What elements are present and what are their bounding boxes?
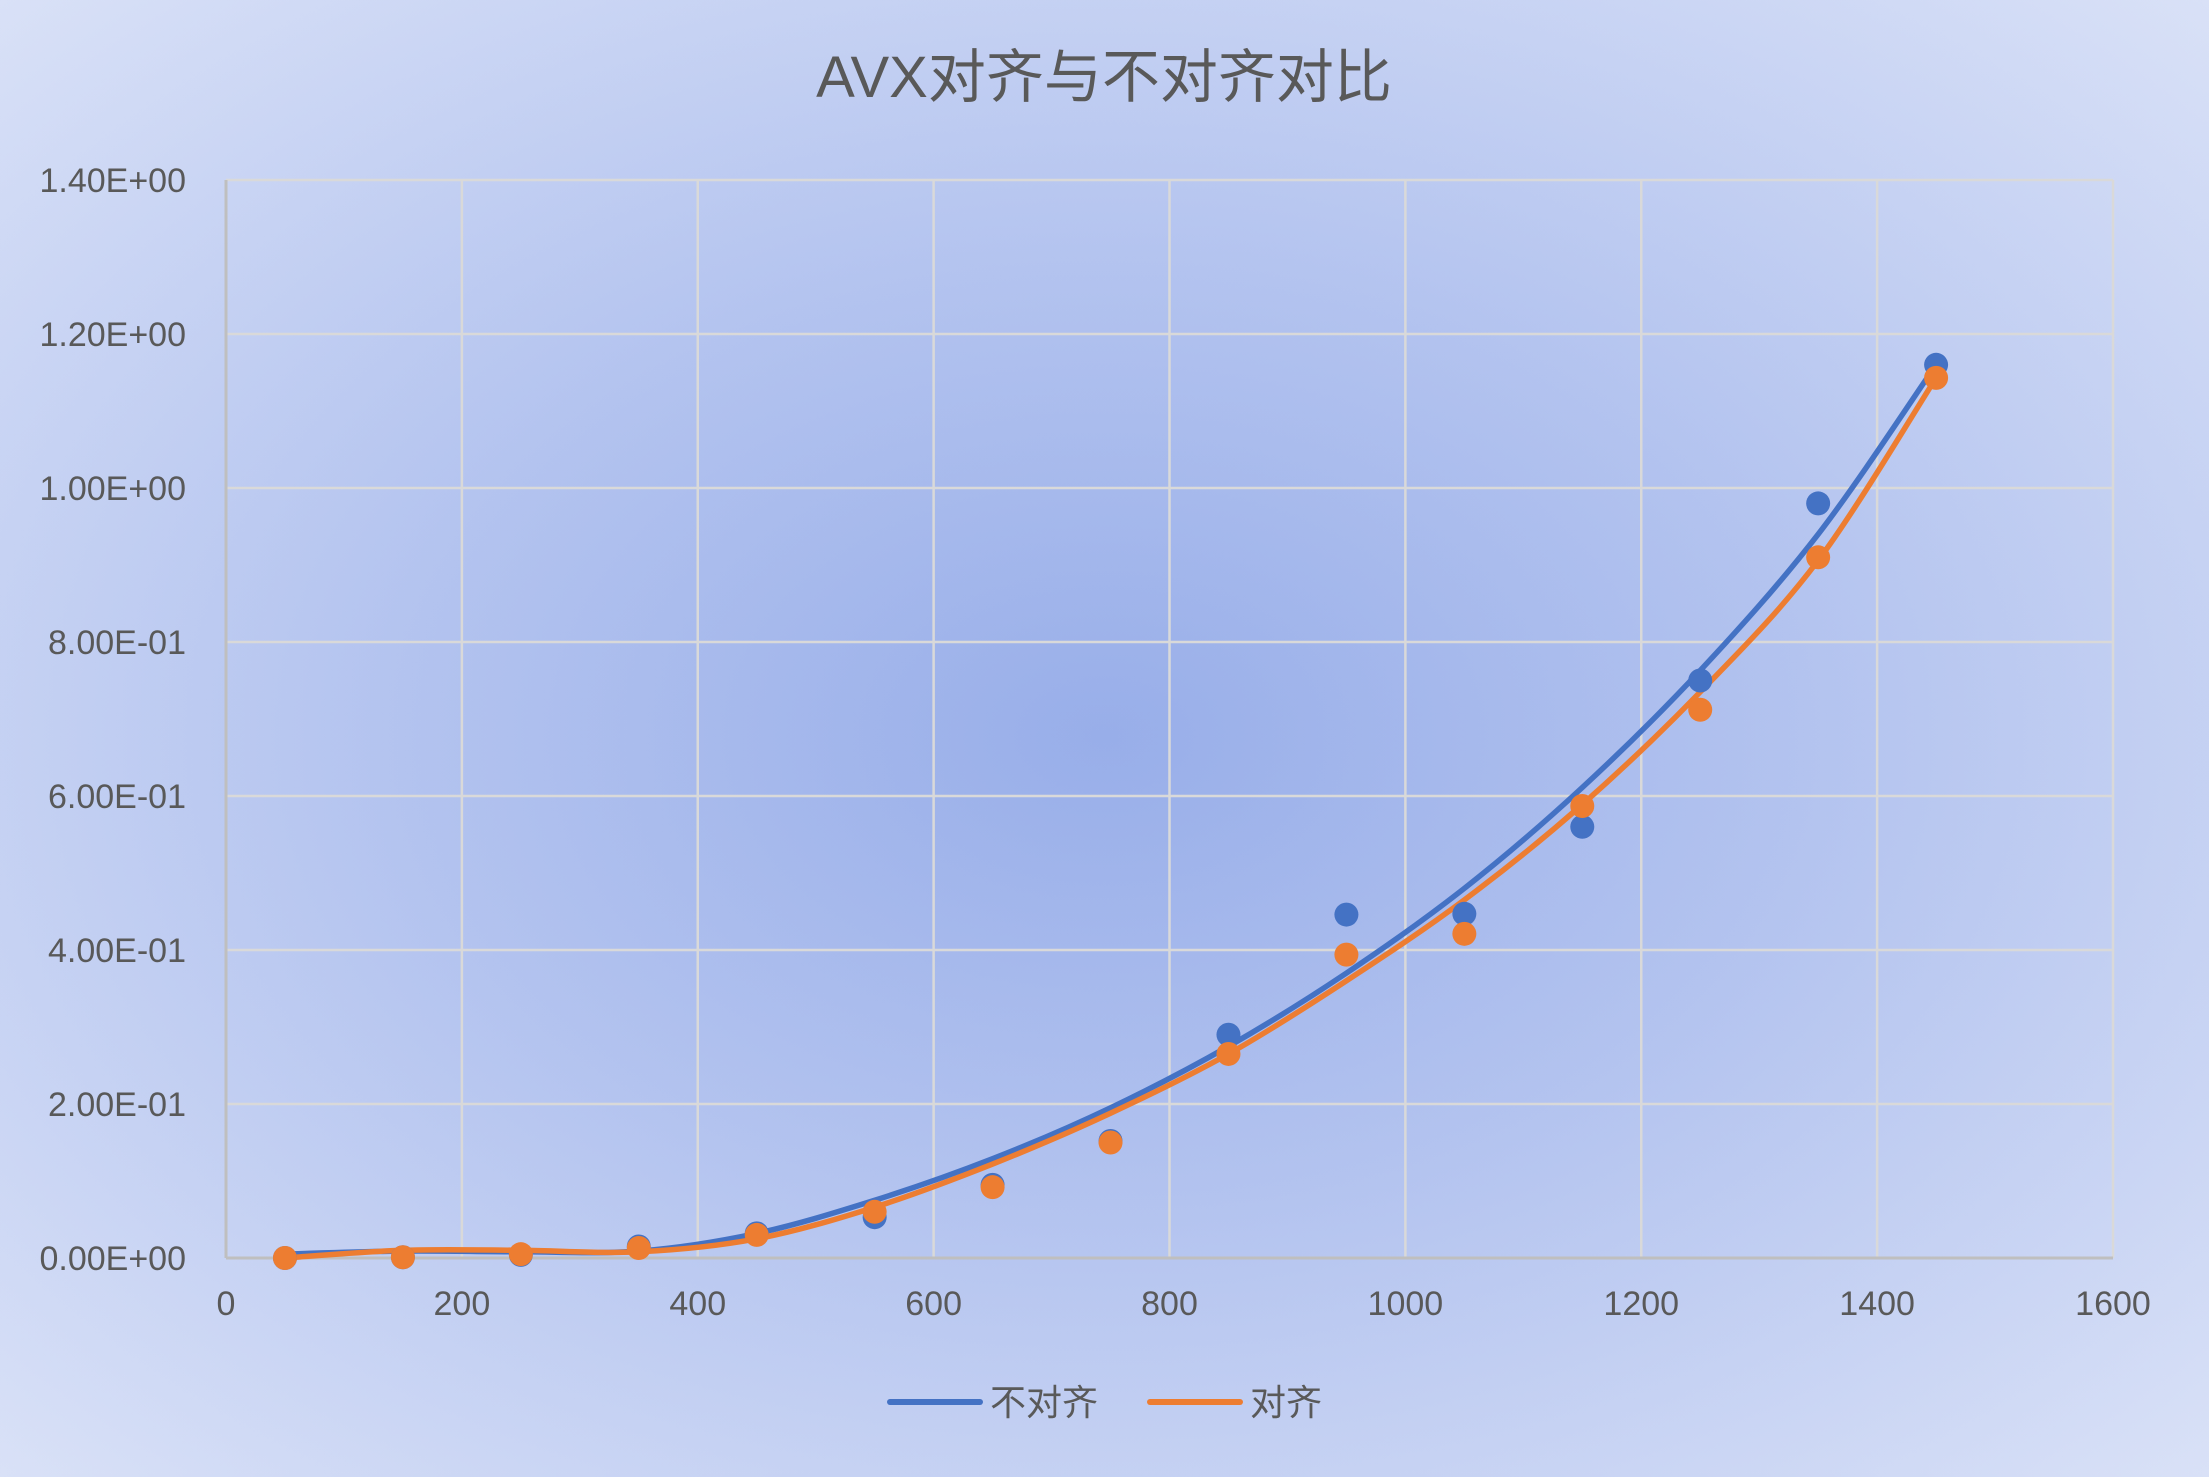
data-point-series-2 <box>1924 365 1949 390</box>
y-tick-label: 6.00E-01 <box>48 778 186 816</box>
legend: 不对齐 对齐 <box>887 1382 1322 1423</box>
data-point-series-2 <box>1452 921 1477 946</box>
y-tick-label: 4.00E-01 <box>48 932 186 970</box>
data-point-series-2 <box>862 1199 887 1224</box>
legend-label-series-2: 对齐 <box>1250 1382 1322 1423</box>
trend-line-series-1 <box>282 362 1939 1257</box>
y-tick-label: 0.00E+00 <box>39 1240 186 1278</box>
data-point-series-2 <box>1334 942 1359 967</box>
y-tick-label: 8.00E-01 <box>48 624 186 662</box>
x-tick-label: 0 <box>217 1285 236 1323</box>
data-point-series-2 <box>744 1222 769 1247</box>
y-tick-label: 2.00E-01 <box>48 1086 186 1124</box>
data-point-series-2 <box>1688 697 1713 722</box>
data-point-series-2 <box>1570 794 1595 819</box>
legend-label-series-1: 不对齐 <box>990 1382 1098 1423</box>
data-point-series-2 <box>1216 1041 1241 1066</box>
trend-line-series-2 <box>282 375 1939 1261</box>
data-point-series-2 <box>1806 545 1831 570</box>
x-tick-label: 1400 <box>1839 1285 1915 1323</box>
x-tick-label: 400 <box>669 1285 726 1323</box>
grid-lines <box>224 178 2115 1260</box>
data-point-series-1 <box>1216 1022 1241 1047</box>
data-point-series-1 <box>1452 901 1477 926</box>
data-point-series-1 <box>1806 491 1831 516</box>
data-point-series-2 <box>980 1175 1005 1200</box>
y-tick-label: 1.20E+00 <box>39 316 186 354</box>
data-point-series-2 <box>1098 1130 1123 1155</box>
data-point-series-2 <box>390 1245 415 1270</box>
data-point-series-1 <box>1570 814 1595 839</box>
x-tick-labels: 0 200 400 600 800 1000 1200 1400 1600 <box>217 1285 2151 1323</box>
axes <box>224 180 2113 1260</box>
data-point-series-2 <box>272 1246 297 1270</box>
x-tick-label: 1000 <box>1368 1285 1444 1323</box>
x-tick-label: 200 <box>434 1285 491 1323</box>
x-tick-label: 800 <box>1141 1285 1198 1323</box>
data-point-series-1 <box>1688 668 1713 693</box>
data-points <box>272 352 1949 1270</box>
data-point-series-2 <box>626 1235 651 1260</box>
x-tick-label: 1600 <box>2075 1285 2151 1323</box>
x-tick-label: 600 <box>905 1285 962 1323</box>
y-tick-label: 1.40E+00 <box>39 162 186 200</box>
data-point-series-1 <box>1334 902 1359 927</box>
trend-lines <box>282 362 1939 1261</box>
x-tick-label: 1200 <box>1603 1285 1679 1323</box>
y-tick-label: 1.00E+00 <box>39 470 186 508</box>
data-point-series-2 <box>508 1242 533 1267</box>
chart-title: AVX对齐与不对齐对比 <box>816 45 1392 110</box>
y-tick-labels: 0.00E+00 2.00E-01 4.00E-01 6.00E-01 8.00E-01… <box>39 162 186 1278</box>
